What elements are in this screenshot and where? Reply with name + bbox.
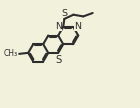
Text: N: N: [74, 22, 81, 31]
Text: S: S: [55, 55, 61, 65]
Text: N: N: [55, 22, 62, 31]
Text: S: S: [61, 9, 67, 18]
Text: CH₃: CH₃: [4, 49, 18, 58]
